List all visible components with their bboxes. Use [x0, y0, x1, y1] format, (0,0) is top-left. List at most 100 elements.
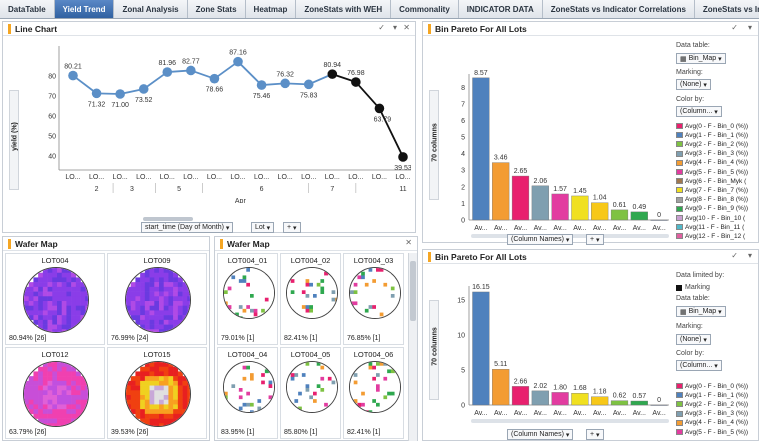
dropdown-arrow-icon[interactable]: ▾ — [747, 23, 752, 32]
data-table-selector[interactable]: ▦ Bin_Map ▾ — [676, 306, 726, 317]
legend-item: Avg(3 - F - Bin_3 (%)) — [676, 410, 748, 418]
tab-6[interactable]: Commonality — [391, 0, 459, 18]
add-axis-button[interactable]: + ▾ — [586, 234, 604, 245]
wafer-cell[interactable]: LOT015 39.53% [26] — [107, 347, 207, 439]
tab-0[interactable]: DataTable — [0, 0, 55, 18]
check-icon[interactable]: ✓ — [731, 23, 738, 32]
wafer-map — [125, 361, 191, 427]
bar — [630, 400, 648, 406]
wafer-cell[interactable]: LOT004 80.94% [26] — [5, 253, 105, 345]
pareto-panel-top: Bin Pareto For All Lots ✓ ▾ 70 columns 8… — [422, 21, 759, 245]
legend-swatch — [676, 159, 683, 166]
legend-panel: Data limited by: Marking Data table: ▦ B… — [676, 270, 759, 442]
legend-label: Avg(1 - F - Bin_1 (%)) — [685, 391, 749, 399]
bar — [650, 404, 668, 406]
bar-label: 16.15 — [472, 284, 490, 291]
tab-4[interactable]: Heatmap — [246, 0, 297, 18]
wafer-yield: 76.85% [1] — [347, 335, 381, 342]
x-tick-label: LO... — [160, 174, 175, 181]
scrollbar-thumb[interactable] — [410, 261, 416, 321]
y-tick-label: 0 — [461, 218, 465, 225]
data-point — [374, 103, 385, 114]
wafer-title: LOT004_03 — [353, 256, 394, 265]
check-icon[interactable]: ✓ — [731, 251, 738, 260]
wafer-map-header: Wafer Map — [215, 237, 417, 251]
x-tick-label: LO... — [348, 174, 363, 181]
close-icon[interactable]: ✕ — [403, 23, 410, 32]
legend-item: Avg(4 - F - Bin_4 (%)) — [676, 159, 748, 167]
bar — [610, 209, 629, 221]
data-point — [209, 73, 220, 84]
y-tick-label: 0 — [461, 403, 465, 410]
wafer-yield: 85.80% [1] — [284, 429, 318, 436]
series-segment — [72, 74, 98, 95]
dropdown-arrow-icon[interactable]: ▾ — [747, 251, 752, 260]
data-point — [327, 69, 338, 79]
data-label: 63.79 — [374, 116, 392, 123]
close-icon[interactable]: ✕ — [405, 238, 412, 247]
legend-swatch — [676, 419, 683, 426]
x-axis-column-selector[interactable]: start_time (Day of Month) ▾ — [141, 222, 234, 233]
color-by-selector[interactable]: (Column... ▾ — [676, 106, 722, 117]
color-by-selector[interactable]: (Column... ▾ — [676, 360, 722, 371]
wafer-title: LOT004_06 — [353, 350, 394, 359]
data-point — [186, 65, 196, 76]
wafer-cell[interactable]: LOT009 76.99% [24] — [107, 253, 207, 345]
tab-8[interactable]: ZoneStats vs Indicator Correlations — [543, 0, 695, 18]
x-axis-column-selector[interactable]: (Column Names) ▾ — [507, 429, 574, 440]
x-tick-label: Av... — [514, 225, 527, 232]
marking-selector[interactable]: (None) ▾ — [676, 334, 711, 345]
x-axis-column-label: (Column Names) — [511, 431, 564, 438]
y-axis-selector[interactable]: 70 columns — [429, 90, 439, 200]
wafer-cell[interactable]: LOT004_01 79.01% [1] — [217, 253, 278, 345]
marking-limit-item: Marking — [676, 284, 710, 291]
vertical-scrollbar[interactable] — [408, 253, 417, 441]
legend-label: Avg(3 - F - Bin_3 (%)) — [685, 150, 749, 158]
data-table-selector[interactable]: ▦ Bin_Map ▾ — [676, 53, 726, 64]
y-axis-selector[interactable]: 70 columns — [429, 300, 439, 400]
legend-item: Avg(1 - F - Bin_1 (%)) — [676, 131, 748, 139]
tab-7[interactable]: INDICATOR DATA — [459, 0, 543, 18]
x-axis-column-selector[interactable]: (Column Names) ▾ — [507, 234, 574, 245]
wafer-cell[interactable]: LOT004_04 83.95% [1] — [217, 347, 278, 439]
legend-panel: Data table: ▦ Bin_Map ▾ Marking: (None) … — [676, 40, 759, 244]
tab-3[interactable]: Zone Stats — [188, 0, 246, 18]
bar-label: 5.11 — [494, 361, 507, 368]
x-scrollbar — [471, 419, 669, 423]
tab-5[interactable]: ZoneStats with WEH — [296, 0, 392, 18]
lot-selector[interactable]: Lot ▾ — [251, 222, 275, 233]
wafer-cell[interactable]: LOT004_02 82.41% [1] — [280, 253, 341, 345]
tab-9[interactable]: ZoneStats vs In — [695, 0, 759, 18]
legend-item: Avg(5 - F - Bin_5 (%)) — [676, 168, 748, 176]
wafer-cell[interactable]: LOT004_06 82.41% [1] — [343, 347, 404, 439]
wafer-map — [348, 361, 401, 413]
add-axis-button[interactable]: + ▾ — [586, 429, 604, 440]
legend-item: Avg(0 - F - Bin_0 (%)) — [676, 122, 748, 130]
pareto-header: Bin Pareto For All Lots — [423, 22, 758, 36]
tab-1[interactable]: Yield Trend — [54, 0, 115, 18]
legend-label: Avg(10 - F - Bin_10 ( — [685, 214, 746, 222]
legend-label: Avg(4 - F - Bin_4 (%)) — [685, 159, 749, 167]
check-icon[interactable]: ✓ — [378, 23, 385, 32]
data-label: 82.77 — [182, 58, 200, 65]
panel-title: Bin Pareto For All Lots — [435, 251, 527, 262]
bar-label: 2.06 — [533, 178, 547, 185]
dropdown-arrow-icon[interactable]: ▾ — [392, 23, 397, 32]
pareto-panel-bottom: Bin Pareto For All Lots ✓ ▾ 70 columns 1… — [422, 249, 759, 441]
legend-item: Avg(1 - F - Bin_1 (%)) — [676, 391, 748, 399]
y-axis-selector[interactable]: yield (%) — [9, 90, 19, 190]
data-label: 39.53 — [394, 165, 411, 172]
tab-2[interactable]: Zonal Analysis — [114, 0, 188, 18]
add-axis-button[interactable]: + ▾ — [283, 222, 301, 233]
x-tick-label: Av... — [633, 410, 646, 417]
tab-bar: DataTable Yield Trend Zonal Analysis Zone S… — [0, 0, 759, 19]
wafer-map — [222, 267, 275, 319]
legend-label: Avg(1 - F - Bin_1 (%)) — [685, 131, 749, 139]
wafer-cell[interactable]: LOT004_03 76.85% [1] — [343, 253, 404, 345]
wafer-cell[interactable]: LOT004_05 85.80% [1] — [280, 347, 341, 439]
wafer-yield: 63.79% [26] — [9, 429, 47, 436]
marking-selector[interactable]: (None) ▾ — [676, 79, 711, 90]
x-axis-scrollbar[interactable] — [143, 217, 193, 221]
legend-swatch — [676, 205, 683, 212]
wafer-cell[interactable]: LOT012 63.79% [26] — [5, 347, 105, 439]
